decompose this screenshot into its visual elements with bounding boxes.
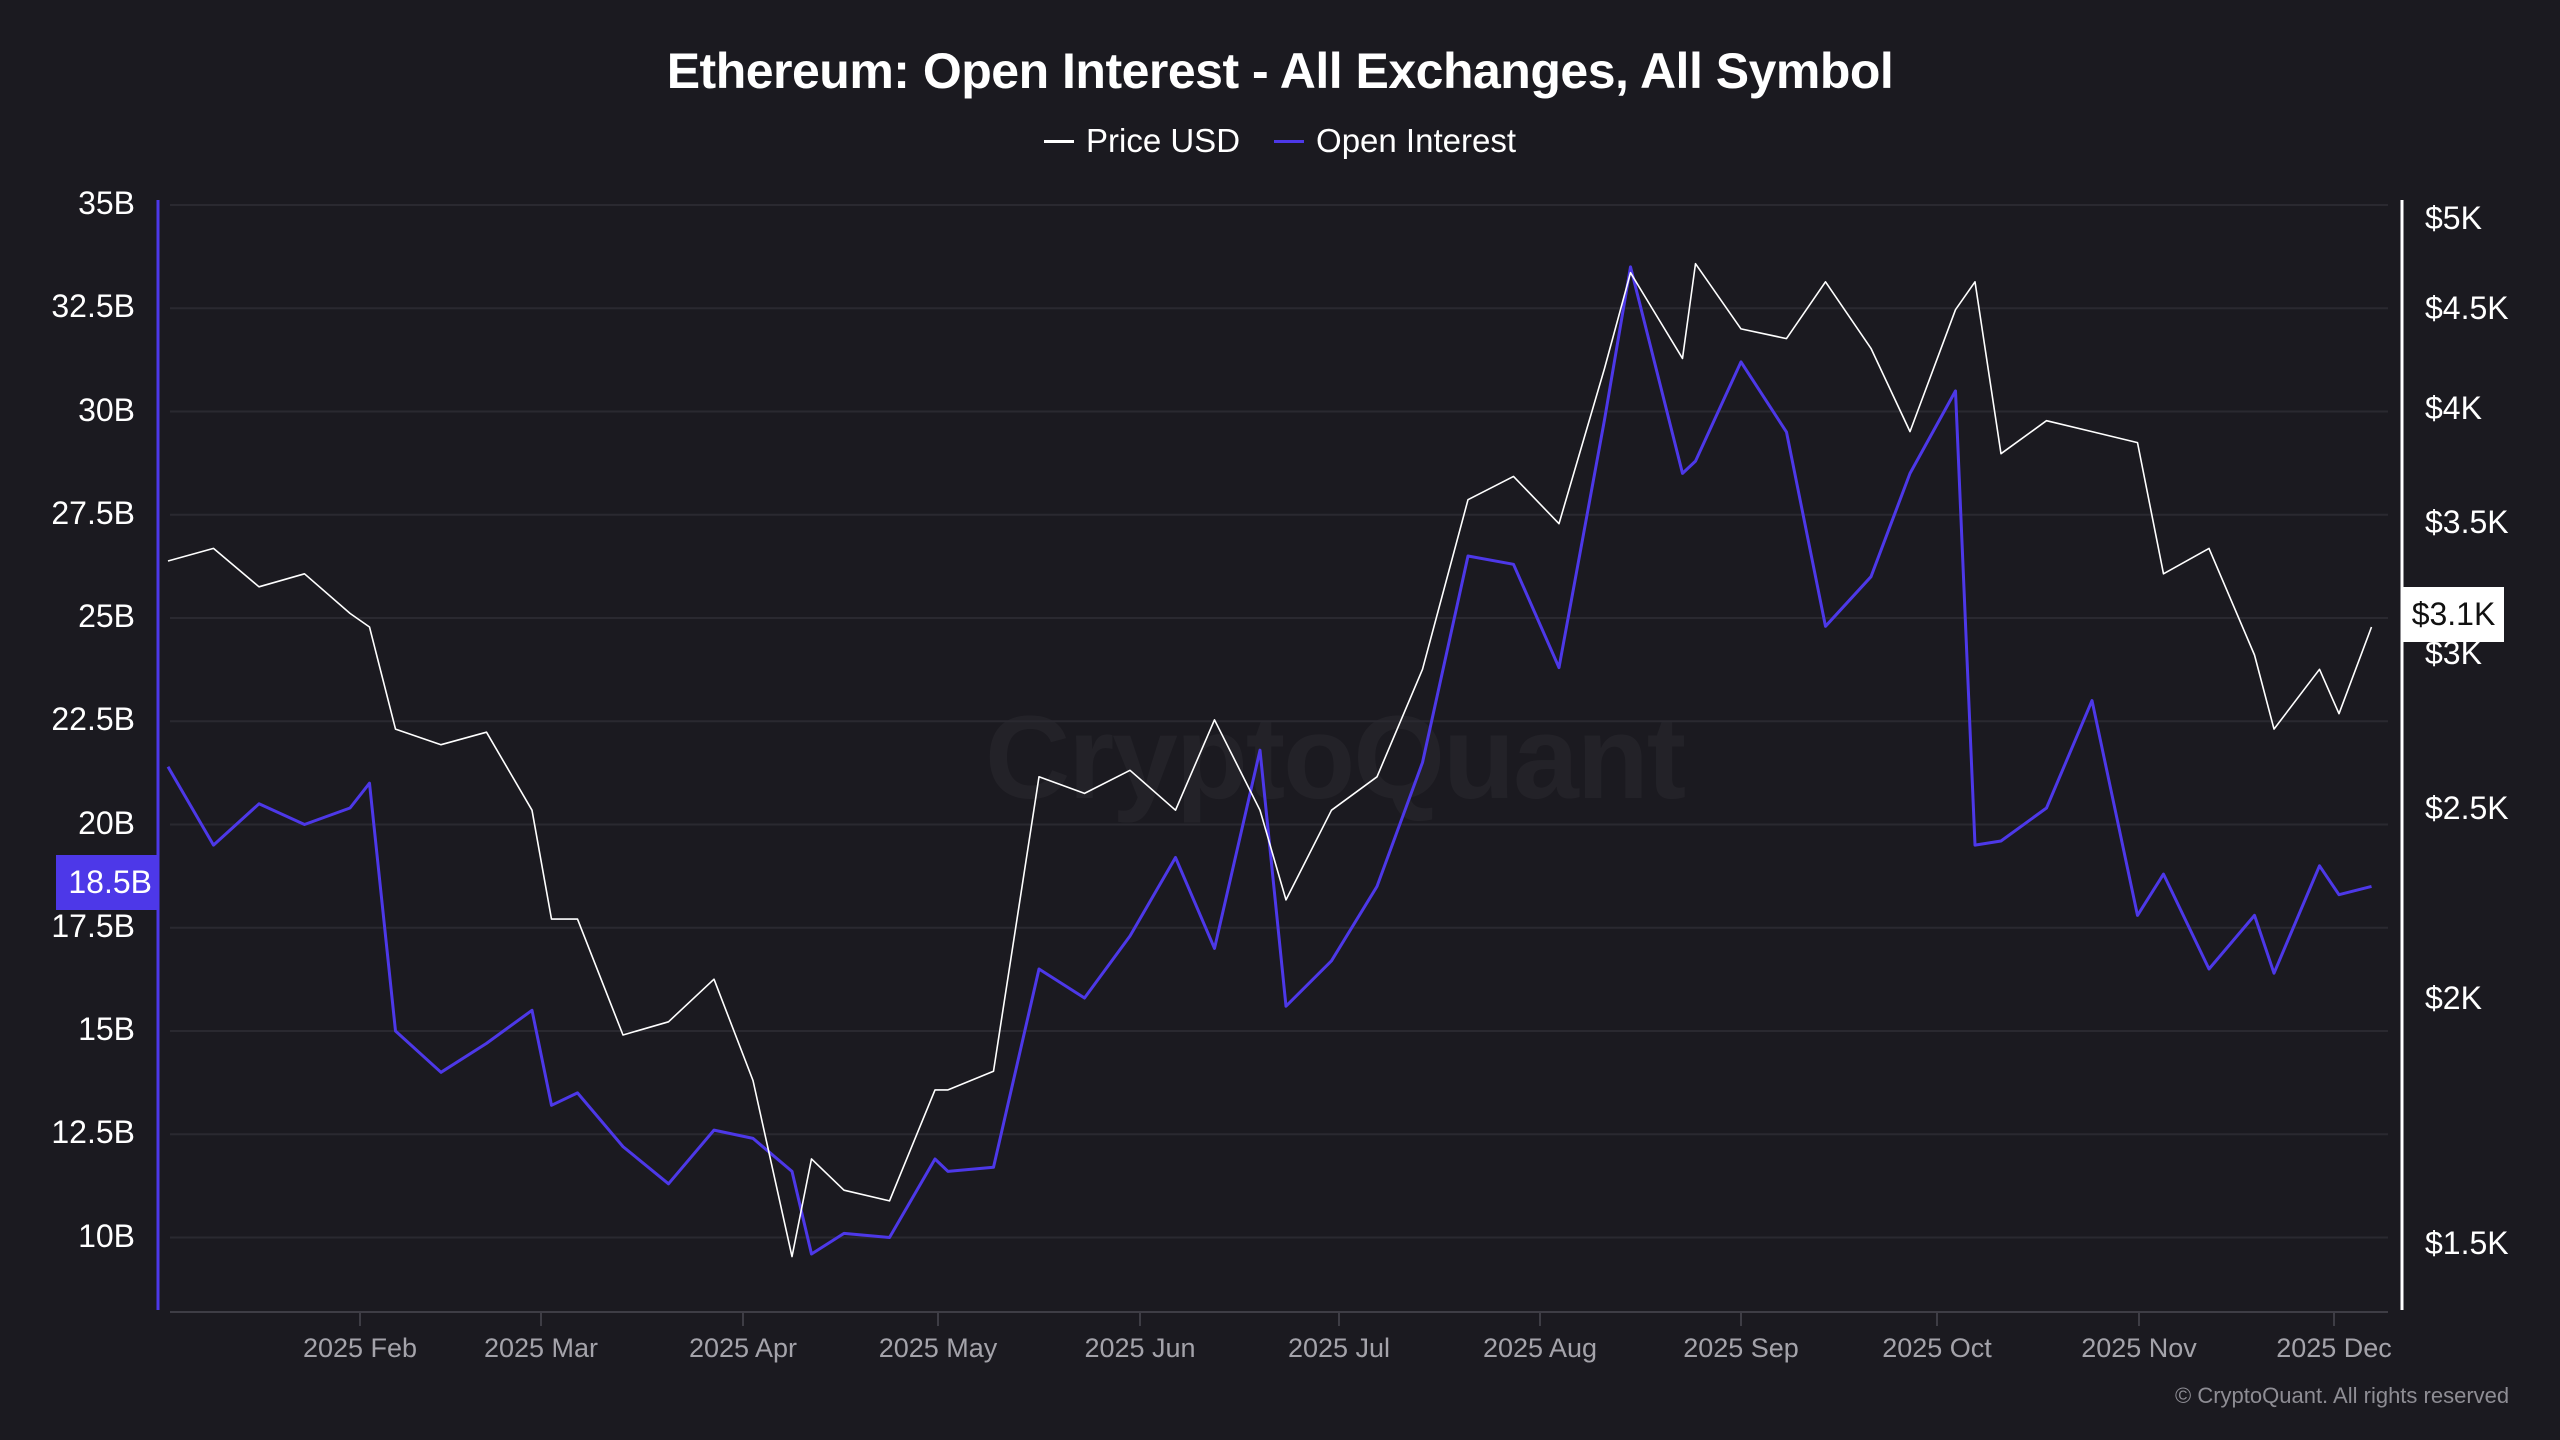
open-interest-line-swatch-icon [1274, 139, 1305, 143]
left-axis-tick-label: 30B [78, 391, 135, 428]
left-axis-tick-label: 10B [78, 1217, 135, 1254]
x-axis-tick-label: 2025 Aug [1482, 1333, 1598, 1363]
right-axis-tick-label: $5K [2425, 200, 2482, 236]
x-axis-tick-label: 2025 May [878, 1333, 998, 1363]
right-axis-tick-label: $2K [2425, 980, 2482, 1017]
current-price-badge: $3.1K [2403, 587, 2504, 642]
x-axis-tick-label: 2025 Feb [302, 1333, 418, 1363]
x-axis-tick-label: 2025 Mar [483, 1333, 599, 1363]
left-axis-tick-label: 27.5B [51, 494, 135, 531]
left-axis-tick-label: 25B [78, 598, 135, 634]
right-axis-tick-label: $4.5K [2425, 289, 2509, 326]
x-axis-tick-label: 2025 Dec [2276, 1333, 2392, 1363]
right-axis-tick-label: $3.5K [2425, 503, 2509, 540]
left-axis-tick-label: 17.5B [51, 907, 135, 944]
legend-label-open-interest: Open Interest [1316, 122, 1516, 159]
x-axis-tick-label: 2025 Jun [1084, 1333, 1196, 1363]
x-axis-tick-label: 2025 Oct [1882, 1333, 1992, 1363]
copyright-notice: © CryptoQuant. All rights reserved [2175, 1383, 2510, 1408]
current-open-interest-badge: 18.5B [56, 855, 158, 910]
x-axis-tick-label: 2025 Nov [2081, 1333, 2197, 1363]
price-line-swatch-icon [1044, 139, 1074, 143]
price-line [167, 262, 2373, 1258]
gridlines [170, 204, 2388, 1239]
right-axis-tick-label: $2.5K [2425, 790, 2509, 827]
x-axis-tick-label: 2025 Sep [1683, 1333, 1799, 1363]
legend-item-open-interest[interactable]: Open Interest [1274, 122, 1516, 160]
x-axis-tick-label: 2025 Apr [688, 1333, 798, 1363]
legend-label-price: Price USD [1086, 122, 1241, 159]
x-axis-tick-label: 2025 Jul [1287, 1333, 1391, 1363]
left-axis-tick-label: 20B [78, 804, 135, 841]
left-axis-tick-label: 32.5B [51, 288, 135, 325]
chart-title: Ethereum: Open Interest - All Exchanges,… [666, 43, 1894, 99]
x-axis-ticks [359, 1312, 2335, 1326]
legend: Price USD Open Interest [0, 122, 2560, 160]
right-axis-tick-label: $4K [2425, 390, 2482, 426]
left-axis-tick-label: 22.5B [51, 701, 135, 738]
left-axis-tick-label: 12.5B [51, 1114, 135, 1151]
open-interest-line [166, 265, 2372, 1256]
left-axis-tick-label: 35B [78, 185, 135, 221]
legend-item-price[interactable]: Price USD [1044, 122, 1240, 160]
right-axis-tick-label: $1.5K [2425, 1225, 2509, 1262]
left-axis-tick-label: 15B [78, 1011, 135, 1047]
